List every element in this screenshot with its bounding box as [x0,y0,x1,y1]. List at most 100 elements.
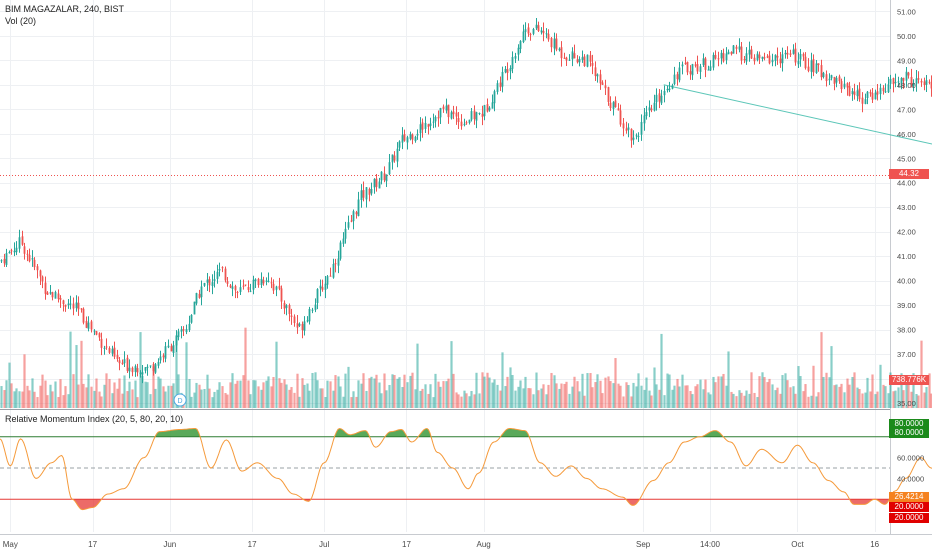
volume-bar [712,376,715,408]
rmi-legend[interactable]: Relative Momentum Index (20, 5, 80, 20, … [5,414,184,424]
candle-body [658,93,661,102]
volume-bar [293,392,296,408]
candle-body [206,279,209,283]
candle-body [157,361,160,366]
volume-bar [152,363,155,408]
candle-body [740,46,743,61]
volume-bar [601,393,604,408]
candle-body [380,171,383,181]
candle-body [915,78,918,84]
volume-bar [627,385,630,408]
volume-bar [10,383,13,408]
candle-body [725,53,728,61]
volume-bar [450,341,453,408]
volume-bar [614,358,617,408]
candle-body [712,54,715,68]
candle-body [247,287,250,290]
candle-body [889,78,892,84]
volume-bar [707,392,710,408]
volume-bar [262,382,265,408]
volume-bar [242,375,245,408]
candle-body [455,112,458,117]
volume-bar [524,376,527,408]
time-tick-label: 16 [870,540,879,549]
upper-level-badge-b: 80.0000 [889,428,929,438]
volume-bar [496,384,499,408]
volume-bar [334,375,337,408]
candle-body [465,122,468,124]
volume-bar [640,385,643,408]
candle-body [267,280,270,282]
candle-body [596,74,599,77]
price-tick-label: 51.00 [897,7,916,16]
volume-bar [563,383,566,408]
volume-bar [607,376,610,408]
candle-body [573,53,576,59]
symbol-title[interactable]: BIM MAGAZALAR, 240, BIST [5,4,125,14]
candle-body [409,133,412,139]
candle-body [77,302,80,310]
candle-body [917,78,920,80]
volume-bar [635,386,638,408]
candle-body [105,346,108,348]
price-tick-label: 35.00 [897,399,916,408]
rmi-oversold-fill [72,499,890,510]
price-tick-label: 46.00 [897,130,916,139]
candle-body [563,57,566,59]
candle-body [930,82,932,89]
volume-legend[interactable]: Vol (20) [5,16,37,26]
volume-bar [542,384,545,408]
price-tick-label: 50.00 [897,32,916,41]
volume-bar [702,389,705,408]
candle-body [254,279,257,282]
candle-body [131,367,134,373]
candle-body [591,62,594,66]
volume-bar [781,375,784,408]
event-markers[interactable]: DDE [173,393,932,407]
candle-body [709,66,712,71]
upper-level-badge-a: 80.0000 [889,419,929,429]
volume-bar [218,382,221,408]
time-tick-label: 14:00 [700,540,721,549]
volume-bar [776,387,779,408]
candle-body [414,136,417,142]
candle-body [352,211,355,222]
candle-body [828,78,831,81]
candle-body [434,116,437,122]
candle-body [643,115,646,124]
volume-bar [203,389,206,408]
volume-bar [915,394,918,408]
volume-bar [589,373,592,408]
volume-bar [704,379,707,408]
candle-body [542,30,545,34]
candle-body [288,305,291,315]
candle-body [23,246,26,254]
volume-bar [894,390,897,408]
candle-body [198,293,201,298]
candle-body [59,298,62,300]
volume-bar [198,384,201,408]
volume-bar [658,389,661,408]
candle-body [350,220,353,222]
trendlines[interactable] [0,36,932,291]
candle-body [630,128,633,141]
candle-body [344,228,347,239]
candle-body [365,187,368,200]
price-tick-label: 41.00 [897,252,916,261]
event-marker-D[interactable]: D [173,393,187,407]
candle-body [707,69,710,71]
price-tick-label: 45.00 [897,154,916,163]
candle-body [786,52,789,55]
candle-body [98,333,101,338]
candle-body [830,75,833,79]
volume-bar [95,378,98,408]
candle-body [406,137,409,143]
volume-bar [897,387,900,408]
candle-body [822,72,825,78]
candle-body [33,259,36,268]
volume-bar [771,384,774,408]
candle-body [368,188,371,195]
candle-body [874,92,877,100]
candle-body [296,323,299,328]
